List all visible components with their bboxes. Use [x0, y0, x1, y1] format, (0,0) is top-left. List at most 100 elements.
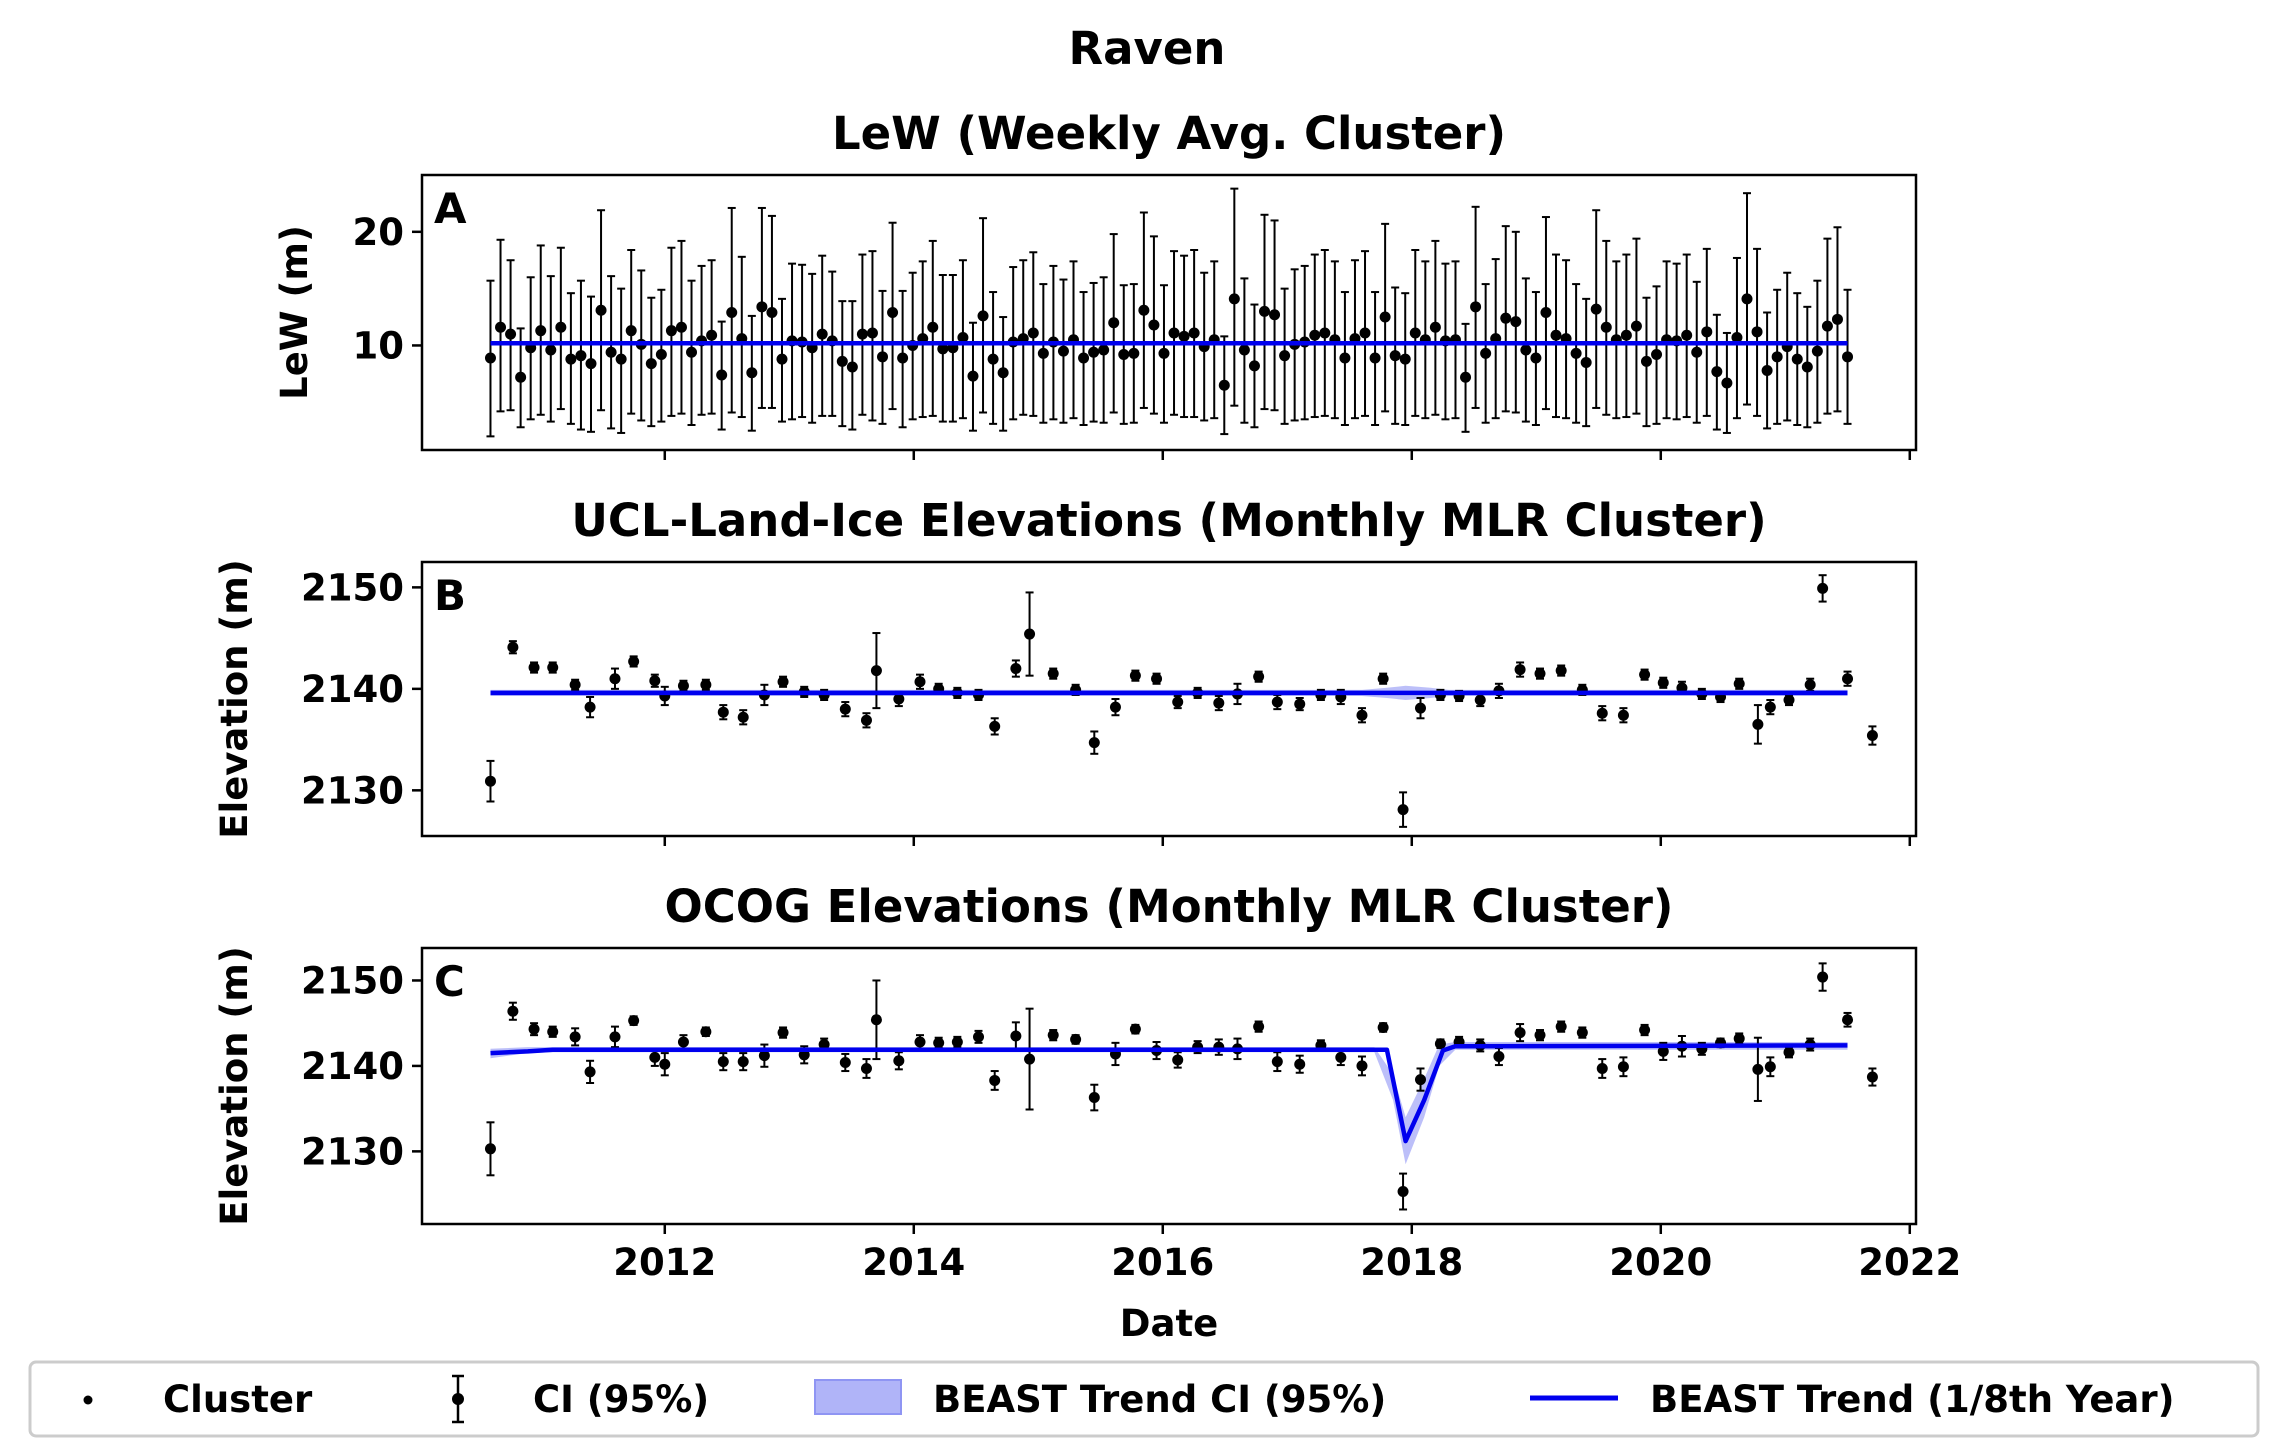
data-point: [1817, 971, 1829, 983]
data-point: [1047, 668, 1059, 680]
data-point: [645, 358, 657, 370]
y-tick-label: 2140: [301, 1045, 404, 1088]
x-tick-label: 2022: [1858, 1241, 1961, 1284]
legend-cluster-label: Cluster: [163, 1378, 313, 1421]
data-point: [997, 367, 1009, 379]
data-point: [870, 665, 882, 677]
y-tick-label: 2130: [301, 769, 404, 812]
panel-title: UCL-Land-Ice Elevations (Monthly MLR Clu…: [571, 494, 1766, 547]
data-point: [625, 325, 637, 337]
data-point: [706, 329, 718, 341]
data-point: [1037, 347, 1049, 359]
trend-line: [490, 1043, 1848, 1144]
data-point: [1676, 682, 1688, 694]
data-point: [1057, 345, 1069, 357]
trend-ci-band: [490, 1042, 1848, 1165]
data-point: [665, 325, 677, 337]
data-point: [1024, 628, 1036, 640]
y-tick-label: 10: [353, 324, 405, 367]
data-point: [893, 1055, 905, 1067]
data-point: [1733, 678, 1745, 690]
data-point: [716, 369, 728, 381]
data-point: [1617, 1061, 1629, 1073]
panel-b: UCL-Land-Ice Elevations (Monthly MLR Clu…: [213, 494, 1918, 846]
data-point: [1397, 1186, 1409, 1198]
data-point: [1258, 305, 1270, 317]
data-point: [1842, 1014, 1854, 1026]
data-point: [677, 680, 689, 692]
data-point: [675, 321, 687, 333]
data-point: [584, 1066, 596, 1078]
data-point: [798, 1049, 810, 1061]
data-point: [700, 679, 712, 691]
data-point: [1783, 694, 1795, 706]
panel-a: LeW (Weekly Avg. Cluster) LeW (m) A 10 20: [273, 107, 1918, 460]
data-point: [1474, 694, 1486, 706]
data-point: [977, 310, 989, 322]
data-point: [987, 353, 999, 365]
data-point: [777, 1027, 789, 1039]
data-point: [776, 353, 788, 365]
data-point: [1701, 326, 1713, 338]
data-point: [1294, 1058, 1306, 1070]
data-point: [1821, 320, 1833, 332]
data-point: [746, 367, 758, 379]
data-point: [1866, 1071, 1878, 1083]
data-point: [737, 711, 749, 723]
data-point: [1600, 321, 1612, 333]
data-point: [1248, 360, 1260, 372]
data-point: [1534, 1029, 1546, 1041]
data-point: [816, 328, 828, 340]
data-point: [1576, 1027, 1588, 1039]
data-point: [860, 1062, 872, 1074]
data-point: [1088, 737, 1100, 749]
data-point: [1721, 377, 1733, 389]
data-point: [1731, 332, 1743, 343]
data-point: [1514, 664, 1526, 676]
data-point: [951, 1036, 963, 1048]
data-point: [1027, 327, 1039, 339]
data-point: [1271, 696, 1283, 708]
data-point: [1379, 311, 1391, 323]
data-point: [1356, 709, 1368, 721]
data-point: [507, 641, 519, 653]
x-tick-label: 2012: [613, 1241, 716, 1284]
data-point: [897, 352, 909, 364]
data-point: [1108, 317, 1120, 329]
data-point: [700, 1026, 712, 1038]
data-point: [1070, 1033, 1082, 1045]
data-point: [1783, 1046, 1795, 1058]
data-point: [505, 328, 517, 340]
data-point: [1172, 696, 1184, 708]
legend: Cluster CI (95%) BEAST Trend CI (95%) BE…: [28, 1360, 2260, 1438]
data-point: [1520, 344, 1532, 356]
data-point: [1761, 364, 1773, 376]
data-point: [1555, 1021, 1567, 1033]
data-point: [1801, 361, 1813, 373]
data-point: [1596, 707, 1608, 719]
data-point: [756, 301, 768, 313]
data-point: [818, 1039, 830, 1051]
data-point: [1480, 347, 1492, 359]
data-point: [484, 1143, 496, 1155]
data-point: [1639, 1024, 1651, 1036]
figure-suptitle: Raven: [1069, 22, 1226, 75]
data-point: [1460, 371, 1472, 383]
data-point: [1630, 320, 1642, 332]
data-point: [1620, 329, 1632, 341]
data-point: [565, 353, 577, 365]
data-point: [1493, 1051, 1505, 1063]
y-axis-label: Elevation (m): [213, 559, 256, 839]
data-point: [649, 1051, 661, 1063]
data-point: [1213, 697, 1225, 709]
data-point: [1109, 701, 1121, 713]
data-point: [846, 361, 858, 373]
data-point: [758, 1050, 770, 1062]
data-point: [1148, 319, 1160, 331]
data-point: [1510, 316, 1522, 328]
data-point: [1434, 1038, 1446, 1050]
data-point: [528, 662, 540, 674]
data-point: [856, 328, 868, 340]
data-point: [1866, 730, 1878, 742]
data-point: [836, 355, 848, 367]
